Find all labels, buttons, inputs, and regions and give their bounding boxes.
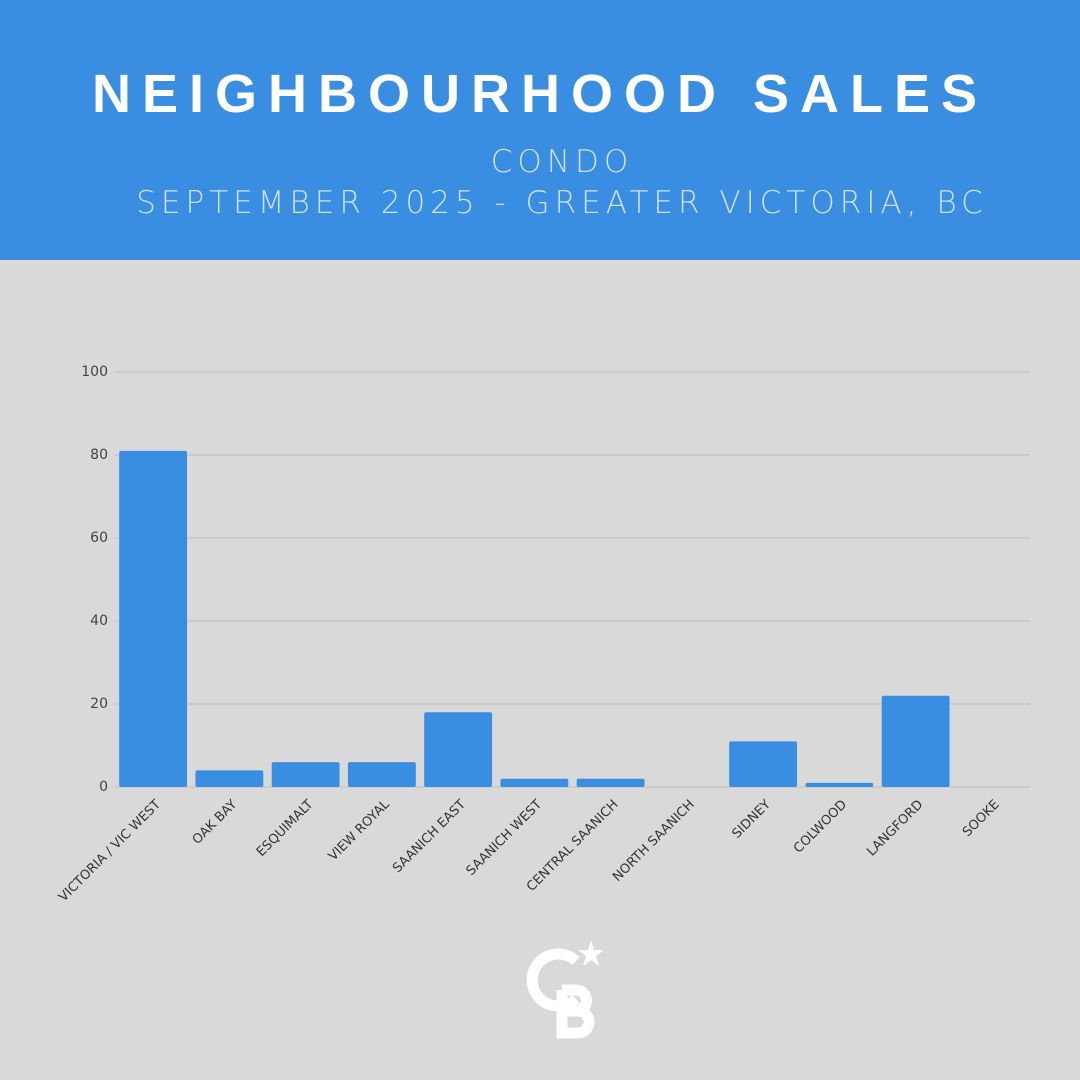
chart-subtitle: SEPTEMBER 2025 - GREATER VICTORIA, BC	[136, 185, 988, 221]
bar	[347, 762, 416, 787]
y-tick-label: 0	[99, 779, 108, 795]
y-tick-label: 100	[81, 364, 108, 380]
bar	[805, 782, 874, 787]
chart-title: NEIGHBOURHOOD SALES	[92, 64, 988, 124]
bar	[500, 778, 569, 787]
bar	[729, 741, 798, 787]
logo-b	[556, 984, 595, 1039]
bar	[881, 695, 950, 787]
bar	[119, 450, 188, 787]
y-tick-label: 40	[90, 613, 108, 629]
logo-star	[578, 940, 604, 966]
logo	[526, 940, 604, 1039]
bar	[271, 762, 340, 787]
y-tick-label: 80	[90, 447, 108, 463]
y-tick-label: 20	[90, 696, 108, 712]
chart-subtitle: CONDO	[491, 144, 634, 180]
bar	[195, 770, 264, 787]
y-tick-label: 60	[90, 530, 108, 546]
bar	[424, 712, 493, 787]
bar	[576, 778, 645, 787]
header-band	[0, 0, 1080, 260]
